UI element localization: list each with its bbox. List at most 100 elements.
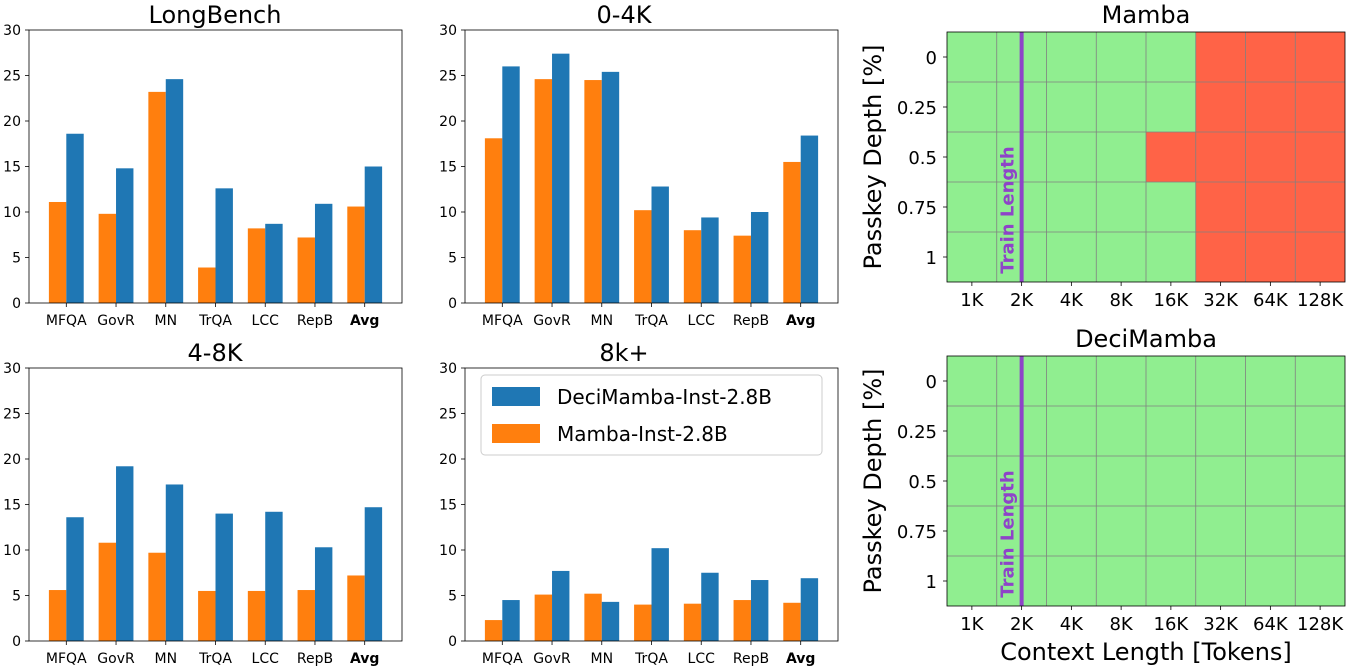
x-tick-label: MN (590, 651, 613, 667)
y-tick-label: 25 (439, 407, 457, 423)
heatmap-cell-pass (1096, 182, 1146, 232)
bar-decimamba (364, 507, 383, 641)
heatmap-cell-pass (1096, 556, 1146, 606)
bar-decimamba (701, 217, 719, 303)
bar-decimamba (800, 578, 819, 641)
x-tick-label: LCC (688, 651, 716, 667)
y-tick-label: 0.5 (908, 148, 937, 169)
y-tick-label: 0 (448, 296, 457, 312)
heatmap-cell-pass (1195, 406, 1246, 456)
decimamba-heatmap-panel: DeciMamba Passkey Depth [%] Context Leng… (859, 325, 1346, 666)
heatmap-cell-pass (1195, 356, 1246, 406)
x-tick-label: RepB (733, 651, 769, 667)
bar-decimamba (750, 580, 769, 641)
y-tick-label: 0.75 (897, 198, 937, 219)
y-tick-label: 20 (3, 114, 21, 130)
chart-title: 0-4K (597, 1, 653, 29)
heatmap-cell-pass (947, 132, 997, 182)
heatmap-cell-fail (1195, 82, 1246, 132)
x-tick-label: 32K (1203, 290, 1239, 311)
bar-decimamba (215, 513, 233, 641)
y-tick-label: 15 (3, 160, 21, 176)
heatmap-cell-pass (947, 506, 997, 556)
heatmap-cell-pass (947, 556, 997, 606)
heatmap-cell-fail (1195, 32, 1246, 82)
heatmap-cell-pass (947, 82, 997, 132)
heatmap-cell-pass (1195, 506, 1246, 556)
4-8k-panel: 4-8K MFQA GovR MN TrQA LCC RepB Avg 0 5 10 15 20 25 3… (3, 339, 403, 667)
train-length-label: Train Length (998, 146, 1019, 273)
x-tick-label: 8K (1109, 290, 1133, 311)
y-tick-label: 20 (439, 452, 457, 468)
bar-mamba (733, 235, 751, 303)
y-tick-label: 15 (439, 160, 457, 176)
heatmap-xlabel: Context Length [Tokens] (1000, 638, 1292, 666)
train-length-label: Train Length (998, 470, 1019, 597)
heatmap-cell-pass (1146, 32, 1196, 82)
y-tick-label: 30 (439, 23, 457, 39)
heatmap-cell-fail (1195, 232, 1246, 282)
y-tick-label: 25 (439, 69, 457, 85)
bar-mamba (98, 542, 117, 641)
x-tick-label: RepB (297, 651, 333, 667)
x-tick-label: RepB (733, 313, 769, 329)
plot-frame (464, 29, 839, 304)
heatmap-cell-fail (1245, 32, 1296, 82)
bar-mamba (534, 79, 553, 303)
y-tick-label: 5 (448, 251, 457, 267)
y-tick-label: 0.5 (908, 472, 937, 493)
bar-mamba (48, 590, 67, 641)
bar-decimamba (265, 223, 283, 303)
y-tick-label: 15 (3, 498, 21, 514)
heatmap-cell-pass (947, 32, 997, 82)
chart-title: 8k+ (599, 339, 648, 367)
heatmap-cell-pass (1295, 556, 1345, 606)
x-tick-label: GovR (533, 313, 571, 329)
x-tick-label: 16K (1154, 290, 1190, 311)
y-tick-label: 0 (12, 634, 21, 650)
x-tick-label: 64K (1253, 614, 1289, 635)
y-tick-label: 1 (926, 572, 937, 593)
x-tick-label: MFQA (482, 313, 523, 329)
heatmap-cell-pass (1096, 232, 1146, 282)
heatmap-cell-pass (1195, 556, 1246, 606)
heatmap-cell-pass (947, 406, 997, 456)
bar-mamba (584, 593, 602, 641)
plot-frame (464, 367, 839, 642)
y-tick-label: 15 (439, 498, 457, 514)
heatmap-cell-fail (1295, 182, 1345, 232)
heatmap-cell-pass (1046, 406, 1097, 456)
bar-mamba (534, 594, 553, 641)
bar-decimamba (116, 466, 134, 641)
y-tick-label: 5 (448, 589, 457, 605)
y-tick-label: 0 (448, 634, 457, 650)
heatmap-cell-pass (1146, 356, 1196, 406)
y-tick-label: 0.25 (897, 98, 937, 119)
heatmap-cell-fail (1245, 82, 1296, 132)
heatmap-cell-fail (1245, 182, 1296, 232)
heatmap-cell-pass (1245, 406, 1296, 456)
heatmap-ylabel: Passkey Depth [%] (859, 368, 887, 593)
y-tick-label: 10 (3, 205, 21, 221)
heatmap-cell-pass (1046, 132, 1097, 182)
y-tick-label: 0 (926, 48, 937, 69)
bar-mamba (484, 138, 503, 303)
x-tick-label: 2K (1010, 290, 1034, 311)
bar-mamba (148, 91, 166, 303)
x-tick-label: GovR (97, 313, 135, 329)
legend-label-mamba: Mamba-Inst-2.8B (557, 422, 728, 446)
x-tick-label: LCC (252, 313, 280, 329)
x-tick-label: MFQA (46, 651, 87, 667)
y-tick-label: 5 (12, 251, 21, 267)
heatmap-cell-pass (1096, 32, 1146, 82)
x-tick-label: GovR (97, 651, 135, 667)
y-tick-label: 30 (439, 361, 457, 377)
chart-title: LongBench (149, 1, 282, 29)
heatmap-cell-pass (1096, 456, 1146, 506)
x-tick-label: 8K (1109, 614, 1133, 635)
bar-decimamba (215, 188, 233, 303)
bar-decimamba (364, 166, 383, 303)
bar-decimamba (265, 511, 283, 641)
heatmap-cell-pass (1096, 506, 1146, 556)
